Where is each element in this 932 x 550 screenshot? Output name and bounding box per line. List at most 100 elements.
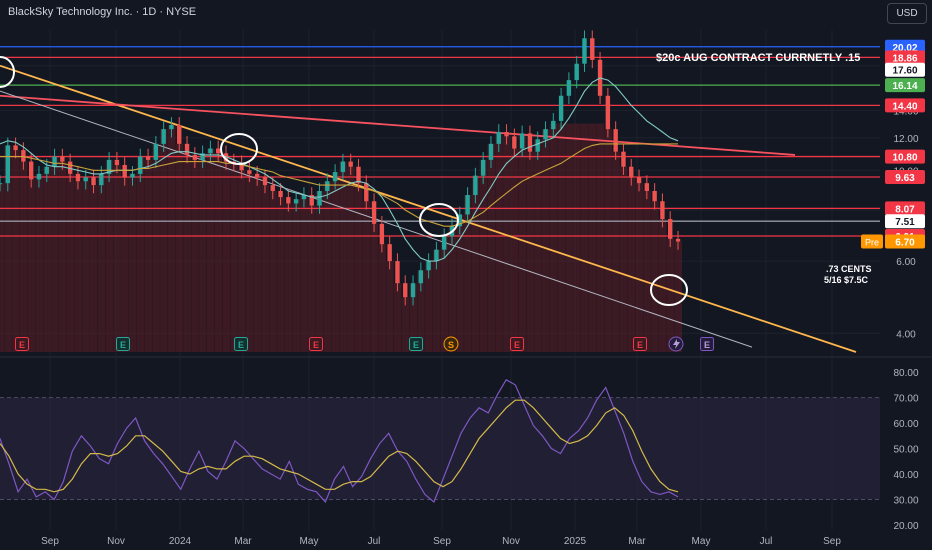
- volume-bar: [643, 190, 651, 352]
- candle-body: [83, 177, 88, 182]
- candle-body: [293, 199, 299, 204]
- horizontal-levels[interactable]: [0, 46, 880, 237]
- candle-body: [512, 136, 517, 149]
- price-tag: [885, 149, 925, 164]
- candle-body: [36, 173, 42, 180]
- volume-bar: [121, 177, 129, 352]
- ma-fast-line: [0, 77, 679, 262]
- volume-bar: [206, 148, 215, 352]
- candle-body: [590, 38, 595, 60]
- candle-body: [551, 120, 556, 130]
- x-tick-label: May: [692, 536, 711, 547]
- volume-bar: [160, 129, 168, 352]
- volume-bar: [503, 136, 511, 352]
- x-tick-label: May: [300, 536, 319, 547]
- candle-body: [200, 153, 205, 160]
- volume-bar: [97, 173, 106, 352]
- price-y-tick-label: 6.00: [896, 257, 916, 268]
- volume-bar: [612, 151, 620, 352]
- candle-body: [340, 161, 346, 173]
- symbol-title[interactable]: BlackSky Technology Inc. · 1D · NYSE: [8, 6, 197, 18]
- price-tag: [885, 50, 925, 65]
- volume-bar: [425, 261, 433, 352]
- candle-body: [605, 95, 611, 130]
- volume-bar: [74, 181, 82, 352]
- rsi-ma-line: [0, 399, 679, 493]
- volume-bar: [238, 170, 246, 352]
- candle-body: [519, 133, 525, 149]
- x-tick-label: 2024: [169, 536, 192, 547]
- volume-bar: [557, 123, 566, 352]
- x-tick-label: Sep: [41, 536, 59, 547]
- price-tag-label: 17.60: [892, 66, 917, 77]
- candle-body: [668, 219, 673, 239]
- volume-bar: [604, 129, 612, 352]
- split-marker: [443, 336, 459, 352]
- candle-body: [278, 190, 283, 198]
- rsi-y-tick-label: 30.00: [893, 495, 918, 506]
- candle-body: [21, 150, 26, 162]
- volume-bar: [128, 173, 137, 352]
- candle-body: [223, 153, 229, 162]
- volume-bar: [471, 175, 480, 352]
- candle-body: [379, 223, 385, 245]
- volume-bar: [573, 123, 581, 352]
- rsi-y-tick-label: 40.00: [893, 470, 918, 481]
- volume-bar: [292, 199, 301, 352]
- candle-body: [488, 143, 494, 160]
- volume-bar: [253, 177, 262, 352]
- volume-bar: [331, 172, 340, 352]
- volume-bar: [27, 179, 36, 352]
- candle-body: [621, 151, 626, 167]
- earnings-marker: [700, 337, 714, 351]
- candle-body: [364, 183, 369, 202]
- price-series: [0, 30, 681, 504]
- volume-bar: [362, 201, 371, 352]
- earnings-marker-label: E: [313, 340, 319, 350]
- earnings-marker: [234, 337, 248, 351]
- volume-bar: [35, 173, 43, 352]
- volume-bar: [43, 166, 51, 352]
- candle-body: [418, 270, 424, 284]
- candle-body: [184, 143, 190, 155]
- rsi-y-tick-label: 50.00: [893, 445, 918, 456]
- volume-bar: [199, 153, 207, 352]
- rsi-band: [0, 397, 880, 500]
- earnings-marker-label: E: [514, 340, 520, 350]
- price-tag-label: 7.51: [895, 217, 915, 228]
- date-annotation: 5/16 $7.5C: [824, 275, 869, 285]
- volume-bar: [549, 123, 558, 352]
- candle-body: [138, 156, 143, 174]
- x-tick-label: 2025: [564, 536, 587, 547]
- candle-body: [480, 159, 486, 176]
- orange-trendline: [0, 64, 857, 353]
- price-tag: [885, 39, 925, 54]
- candle-body: [122, 165, 127, 178]
- rsi-line: [0, 378, 679, 504]
- volume-bar: [144, 159, 153, 352]
- candle-body: [75, 173, 81, 182]
- candle-body: [153, 143, 159, 160]
- candle-body: [473, 175, 478, 196]
- cents-annotation: .73 CENTS: [826, 264, 872, 274]
- volume-bar: [651, 201, 659, 352]
- volume-bar: [277, 197, 285, 352]
- volume-bar: [409, 283, 418, 352]
- candle-body: [558, 95, 564, 121]
- candle-body: [434, 249, 439, 262]
- candle-body: [496, 131, 501, 144]
- volume-bar: [518, 133, 527, 352]
- candle-body: [254, 173, 260, 178]
- volume-bar: [495, 131, 503, 352]
- volume-bar: [19, 161, 28, 352]
- candle-body: [60, 156, 65, 162]
- highlight-circles[interactable]: [0, 56, 688, 306]
- candle-body: [286, 197, 291, 204]
- volume-bar: [230, 163, 238, 352]
- price-tag-label: 14.40: [892, 101, 917, 112]
- currency-button[interactable]: USD: [887, 3, 927, 24]
- volume-bar: [0, 183, 4, 352]
- ma-slow-line: [0, 143, 678, 227]
